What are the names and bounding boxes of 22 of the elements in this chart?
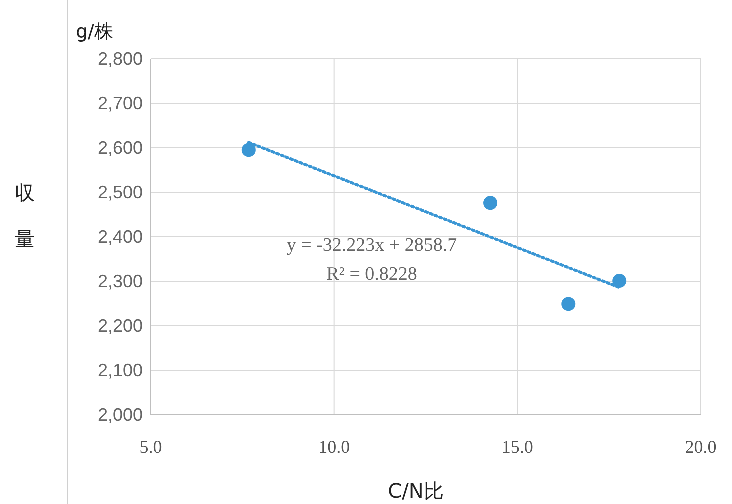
y-tick-label: 2,200 (98, 316, 143, 336)
y-tick-label: 2,500 (98, 182, 143, 202)
text: g/株 (76, 21, 114, 43)
point (612, 274, 627, 288)
y-tick-label: 2,800 (98, 49, 143, 69)
y-tick-label: 2,700 (98, 94, 143, 114)
x-tick-label: 10.0 (318, 437, 350, 457)
x-axis-title: C/N比 (388, 479, 444, 503)
y-tick-label: 2,000 (98, 405, 143, 425)
x-tick-label: 15.0 (502, 437, 534, 457)
x-tick-label: 20.0 (685, 437, 717, 457)
y-tick-label: 2,300 (98, 272, 143, 292)
annotation: y = -32.223x + 2858.7 (286, 235, 458, 256)
point (242, 143, 256, 158)
y-tick-label: 2,100 (98, 360, 143, 380)
x-tick-label: 5.0 (140, 437, 162, 457)
y-axis-title: 収量 (15, 181, 35, 251)
y-tick-label: 2,600 (98, 138, 143, 158)
annotation: R² = 0.8228 (326, 264, 418, 285)
y-tick-label: 2,400 (98, 227, 143, 247)
point (484, 196, 498, 210)
point (562, 297, 576, 312)
